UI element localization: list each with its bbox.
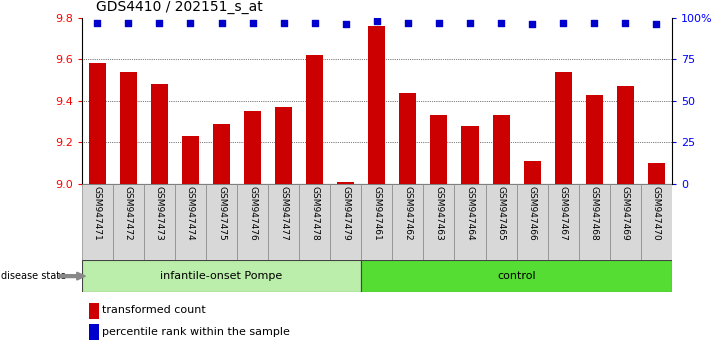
Text: GSM947470: GSM947470 [652, 186, 661, 241]
Text: GSM947469: GSM947469 [621, 186, 630, 241]
Bar [610, 184, 641, 260]
Text: GDS4410 / 202151_s_at: GDS4410 / 202151_s_at [96, 0, 263, 14]
Bar [82, 184, 113, 260]
Text: infantile-onset Pompe: infantile-onset Pompe [161, 271, 283, 281]
Bar [486, 184, 517, 260]
Text: GSM947466: GSM947466 [528, 186, 537, 241]
Point [589, 20, 600, 25]
Point [496, 20, 507, 25]
Text: control: control [497, 271, 536, 281]
Bar [306, 55, 324, 184]
Bar [517, 184, 547, 260]
Text: transformed count: transformed count [102, 306, 205, 315]
Point [433, 20, 444, 25]
Point [464, 20, 476, 25]
Point [651, 22, 662, 27]
Point [402, 20, 414, 25]
Bar [641, 184, 672, 260]
Text: GSM947463: GSM947463 [434, 186, 444, 241]
Text: GSM947462: GSM947462 [403, 186, 412, 241]
Bar [268, 184, 299, 260]
Bar [493, 115, 510, 184]
Point [371, 18, 383, 24]
Text: GSM947474: GSM947474 [186, 186, 195, 241]
Bar [368, 26, 385, 184]
Bar [206, 184, 237, 260]
Bar [430, 115, 447, 184]
Bar [579, 184, 610, 260]
Bar [337, 182, 354, 184]
Bar [213, 124, 230, 184]
Text: GSM947467: GSM947467 [559, 186, 567, 241]
Text: GSM947475: GSM947475 [217, 186, 226, 241]
Bar [237, 184, 268, 260]
Bar [392, 184, 424, 260]
Bar [182, 136, 199, 184]
Bar [555, 72, 572, 184]
Point [247, 20, 258, 25]
Bar [424, 184, 454, 260]
Point [526, 22, 538, 27]
Bar [461, 126, 479, 184]
Text: GSM947468: GSM947468 [589, 186, 599, 241]
Bar [275, 107, 292, 184]
Text: GSM947479: GSM947479 [341, 186, 351, 241]
Point [619, 20, 631, 25]
Point [216, 20, 228, 25]
Point [557, 20, 569, 25]
Text: percentile rank within the sample: percentile rank within the sample [102, 327, 289, 337]
Point [123, 20, 134, 25]
Bar [144, 184, 175, 260]
Bar [120, 72, 137, 184]
Bar [361, 260, 672, 292]
Text: GSM947461: GSM947461 [373, 186, 381, 241]
Text: GSM947464: GSM947464 [466, 186, 474, 241]
Bar [330, 184, 361, 260]
Bar [400, 92, 417, 184]
Text: GSM947478: GSM947478 [310, 186, 319, 241]
Bar [454, 184, 486, 260]
Bar [175, 184, 206, 260]
Bar [244, 111, 261, 184]
Text: GSM947465: GSM947465 [496, 186, 506, 241]
Bar [586, 95, 603, 184]
Point [278, 20, 289, 25]
Text: disease state: disease state [1, 271, 67, 281]
Text: GSM947471: GSM947471 [93, 186, 102, 241]
Bar [361, 184, 392, 260]
Point [92, 20, 103, 25]
Text: GSM947472: GSM947472 [124, 186, 133, 241]
Bar [151, 84, 168, 184]
Bar [89, 63, 106, 184]
Point [309, 20, 321, 25]
Point [185, 20, 196, 25]
Text: GSM947473: GSM947473 [155, 186, 164, 241]
Text: GSM947476: GSM947476 [248, 186, 257, 241]
Bar [82, 260, 361, 292]
Bar [547, 184, 579, 260]
Text: GSM947477: GSM947477 [279, 186, 288, 241]
Bar [616, 86, 634, 184]
Bar [648, 163, 665, 184]
Point [154, 20, 165, 25]
Bar [523, 161, 540, 184]
Bar [299, 184, 330, 260]
Bar [113, 184, 144, 260]
Point [340, 22, 351, 27]
